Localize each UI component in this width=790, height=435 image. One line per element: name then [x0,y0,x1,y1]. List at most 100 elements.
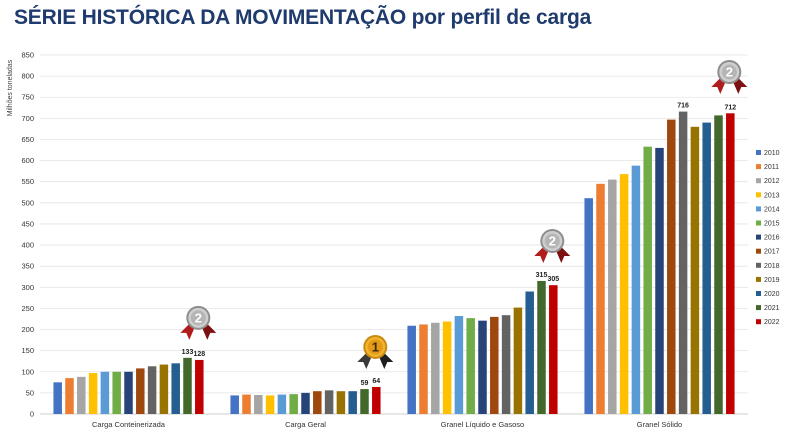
legend-swatch [756,206,761,212]
bar-2015-cat-1 [289,394,298,414]
legend-item: 2013 [756,192,780,199]
y-axis-ticks: 0 50 100 150 200 250 300 350 400 450 500 550 600 650 7… [21,51,34,419]
medal-rank: 2 [195,310,202,325]
bar-2015-cat-0 [112,371,121,414]
bar-2013-cat-1 [265,395,275,414]
y-tick-label: 0 [30,410,34,419]
bar-2019-cat-1 [336,391,346,414]
bar-2014-cat-2 [454,316,464,414]
legend-item: 2021 [756,305,780,312]
legend-label: 2011 [764,164,779,171]
bar-2013-cat-0 [88,373,98,414]
legend-label: 2010 [764,150,780,157]
legend-label: 2017 [764,249,780,256]
y-tick-label: 250 [21,304,34,313]
bar-2019-cat-2 [513,307,523,414]
legend-item: 2020 [756,291,780,298]
y-tick-label: 50 [26,388,34,397]
y-tick-label: 300 [21,283,34,292]
y-tick-label: 700 [21,114,34,123]
bar-2017-cat-3 [667,119,676,415]
bar-2013-cat-3 [619,174,629,414]
category-label: Carga Conteinerizada [92,420,166,429]
bar-2014-cat-3 [631,165,641,414]
page-title: SÉRIE HISTÓRICA DA MOVIMENTAÇÃO por perf… [14,6,592,29]
legend-item: 2018 [756,262,780,270]
bar-2014-cat-1 [277,394,287,414]
y-axis-title: Milhões toneladas [7,59,14,116]
data-label: 716 [677,103,689,110]
legend-label: 2014 [764,206,780,213]
legend-label: 2012 [764,178,780,185]
bar-2019-cat-0 [159,364,169,414]
legend-item: 2017 [756,248,780,256]
y-tick-label: 550 [21,177,34,186]
y-tick-label: 200 [21,325,34,334]
bar-2017-cat-2 [490,316,499,414]
medal-rank: 2 [726,65,733,80]
category-label: Granel Sólido [637,420,682,429]
bar-2014-cat-0 [100,371,110,414]
bar-2020-cat-0 [171,363,180,414]
bar-2019-cat-3 [690,126,700,415]
category-labels: Carga Conteinerizada Carga Geral Granel Lí… [92,420,682,429]
bar-2022-cat-1 [372,386,381,414]
y-tick-label: 650 [21,135,34,144]
bar-2015-cat-2 [466,318,475,414]
bar-2022-cat-3 [726,113,735,415]
bar-2011-cat-0 [65,378,74,414]
bar-2022-cat-2 [549,285,558,414]
bar-2020-cat-2 [525,291,534,414]
legend-item: 2010 [756,150,780,157]
y-tick-label: 350 [21,262,34,271]
bar-2016-cat-3 [655,147,664,414]
category-label: Granel Líquido e Gasoso [441,420,524,429]
legend-item: 2014 [756,206,780,213]
legend-item: 2015 [756,220,780,228]
gridlines [40,54,748,415]
legend-item: 2011 [756,164,779,171]
bar-2012-cat-0 [77,376,86,414]
silver-medal-icon: 2 [180,305,217,340]
legend: 2010 2011 2012 2013 2014 2015 2016 2017 2018 2019… [756,150,780,326]
bar-2012-cat-3 [608,179,617,414]
legend-swatch [756,248,761,254]
bar-2020-cat-3 [702,122,711,414]
legend-swatch [756,262,761,268]
bar-2017-cat-0 [136,368,145,414]
legend-label: 2021 [764,305,780,312]
bar-2018-cat-2 [501,315,511,414]
bar-2016-cat-2 [478,320,487,414]
legend-swatch [756,319,761,325]
legend-item: 2012 [756,178,780,185]
legend-swatch [756,291,761,296]
legend-label: 2015 [764,221,780,228]
silver-medal-icon: 2 [711,60,748,94]
bar-2013-cat-2 [442,321,452,414]
y-tick-label: 750 [21,93,34,102]
legend-swatch [756,192,761,198]
bar-2010-cat-2 [407,325,416,414]
bar-2018-cat-1 [324,390,334,414]
legend-swatch [756,276,761,282]
bar-2010-cat-0 [53,382,62,414]
legend-swatch [756,164,761,170]
bar-2015-cat-3 [643,146,652,415]
data-label: 133 [182,349,194,356]
y-tick-label: 400 [21,241,34,250]
bar-2010-cat-1 [230,395,239,414]
bar-2016-cat-0 [124,371,133,414]
y-tick-label: 850 [21,51,34,60]
bar-2017-cat-1 [313,391,322,414]
legend-swatch [756,234,761,240]
data-label: 305 [547,276,559,283]
y-tick-label: 450 [21,219,34,228]
bar-2018-cat-0 [147,366,157,414]
medals: 2 1 2 2 [180,60,748,369]
legend-label: 2020 [764,291,780,298]
legend-swatch [756,150,761,155]
silver-medal-icon: 2 [534,228,571,263]
data-label: 64 [372,378,380,385]
legend-label: 2019 [764,277,780,284]
